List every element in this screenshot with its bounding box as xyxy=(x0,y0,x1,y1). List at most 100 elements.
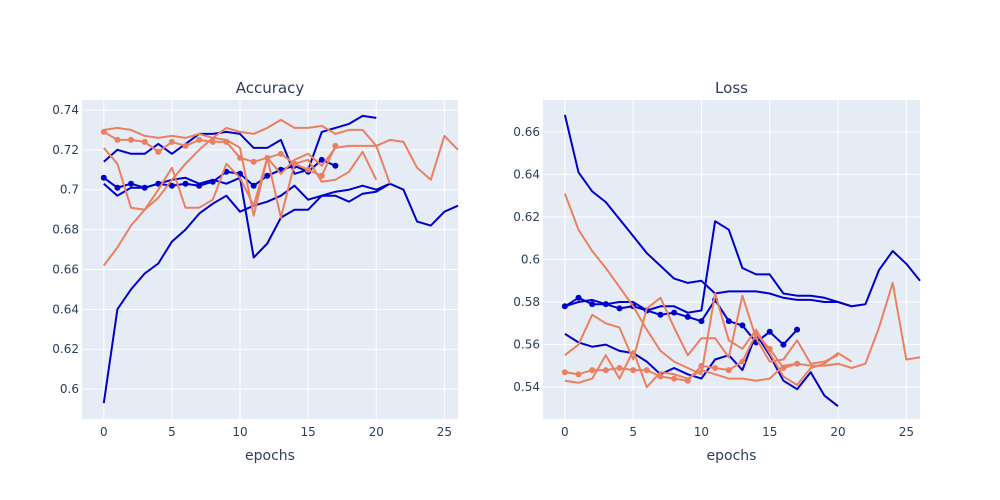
accuracy-data-point xyxy=(318,156,325,163)
accuracy-data-point xyxy=(196,182,203,189)
accuracy-data-point xyxy=(196,136,203,143)
accuracy-data-point xyxy=(168,182,175,189)
loss-data-point xyxy=(657,373,664,380)
loss-data-point xyxy=(780,341,787,348)
loss-x-tick-label: 5 xyxy=(629,425,637,439)
accuracy-series-line-2 xyxy=(102,182,459,404)
accuracy-y-tick-label: 0.68 xyxy=(52,223,79,237)
accuracy-data-point xyxy=(100,174,107,181)
loss-data-point xyxy=(739,358,746,365)
accuracy-title: Accuracy xyxy=(236,79,305,97)
loss-y-tick-label: 0.56 xyxy=(513,338,540,352)
accuracy-series-line-5 xyxy=(103,118,459,181)
accuracy-x-tick-label: 20 xyxy=(369,425,384,439)
accuracy-data-point xyxy=(250,158,257,165)
loss-title: Loss xyxy=(715,79,748,97)
loss-y-tick-label: 0.6 xyxy=(521,253,540,267)
accuracy-data-point xyxy=(277,150,284,157)
loss-data-point xyxy=(753,330,760,337)
loss-series-line-7 xyxy=(564,294,839,365)
loss-data-point xyxy=(616,305,623,312)
loss-y-tick-label: 0.54 xyxy=(513,380,540,394)
loss-data-point xyxy=(684,377,691,384)
loss-y-tick-label: 0.62 xyxy=(513,210,540,224)
loss-x-axis-label: epochs xyxy=(707,448,757,464)
loss-series-line-2 xyxy=(564,220,852,314)
loss-data-point xyxy=(657,311,664,318)
accuracy-x-axis-label: epochs xyxy=(245,448,295,464)
accuracy-y-tick-label: 0.72 xyxy=(52,143,79,157)
accuracy-x-tick-label: 25 xyxy=(437,425,452,439)
loss-data-point xyxy=(602,367,609,374)
accuracy-data-point xyxy=(318,172,325,179)
accuracy-data-point xyxy=(332,142,339,149)
loss-x-tick-label: 0 xyxy=(561,425,569,439)
accuracy-data-point xyxy=(264,172,271,179)
accuracy-series-line-6 xyxy=(103,136,391,267)
loss-series-line-1 xyxy=(563,114,921,308)
accuracy-data-point xyxy=(182,142,189,149)
loss-x-tick-label: 10 xyxy=(694,425,709,439)
loss-data-point xyxy=(739,322,746,329)
accuracy-x-tick-label: 0 xyxy=(100,425,108,439)
loss-y-tick-label: 0.64 xyxy=(513,167,540,181)
loss-data-point xyxy=(794,326,801,333)
accuracy-x-tick-label: 10 xyxy=(232,425,247,439)
accuracy-data-point xyxy=(155,148,162,155)
loss-data-point xyxy=(794,360,801,367)
loss-data-point xyxy=(575,294,582,301)
loss-y-axis: 0.54 0.56 0.58 0.6 0.62 0.64 0.66 xyxy=(513,125,540,394)
loss-y-tick-label: 0.58 xyxy=(513,295,540,309)
loss-data-point xyxy=(630,367,637,374)
loss-data-point xyxy=(766,328,773,335)
loss-data-point xyxy=(671,309,678,316)
loss-x-tick-label: 20 xyxy=(830,425,845,439)
accuracy-y-tick-label: 0.62 xyxy=(52,342,79,356)
accuracy-data-point xyxy=(128,136,135,143)
loss-data-point xyxy=(766,345,773,352)
accuracy-series-line-7 xyxy=(103,147,378,219)
accuracy-y-tick-label: 0.74 xyxy=(52,103,79,117)
accuracy-series-group xyxy=(100,114,459,404)
loss-data-point xyxy=(561,303,568,310)
accuracy-gridlines xyxy=(82,100,458,419)
loss-x-axis: 0 5 10 15 20 25 xyxy=(561,425,914,439)
accuracy-plot-area xyxy=(82,100,458,419)
accuracy-data-point xyxy=(155,180,162,187)
accuracy-data-point xyxy=(141,138,148,145)
loss-x-tick-label: 15 xyxy=(762,425,777,439)
loss-series-line-6 xyxy=(563,193,853,386)
accuracy-data-point xyxy=(305,166,312,173)
accuracy-data-point xyxy=(114,136,121,143)
accuracy-data-point xyxy=(209,138,216,145)
loss-series-line-3 xyxy=(564,332,839,407)
accuracy-series-line-1 xyxy=(103,114,377,175)
loss-data-point xyxy=(602,301,609,308)
loss-data-point xyxy=(780,364,787,371)
accuracy-x-tick-label: 5 xyxy=(168,425,176,439)
accuracy-data-point xyxy=(128,180,135,187)
accuracy-data-point xyxy=(237,154,244,161)
loss-data-point xyxy=(725,318,732,325)
loss-data-point xyxy=(575,371,582,378)
accuracy-x-axis: 0 5 10 15 20 25 xyxy=(100,425,452,439)
accuracy-y-tick-label: 0.6 xyxy=(60,382,79,396)
loss-chart: 0.54 0.56 0.58 0.6 0.62 0.64 0.66 0 5 10 15 20 25 L… xyxy=(513,79,921,464)
loss-x-tick-label: 25 xyxy=(899,425,914,439)
loss-data-point xyxy=(561,369,568,376)
loss-data-point xyxy=(671,375,678,382)
loss-data-point xyxy=(589,367,596,374)
accuracy-data-point xyxy=(182,180,189,187)
loss-data-point xyxy=(712,364,719,371)
accuracy-y-tick-label: 0.7 xyxy=(60,183,79,197)
accuracy-data-point xyxy=(141,184,148,191)
loss-data-point xyxy=(643,367,650,374)
loss-data-point xyxy=(698,362,705,369)
loss-data-point xyxy=(589,301,596,308)
loss-data-point xyxy=(725,367,732,374)
accuracy-chart: 0.6 0.62 0.64 0.66 0.68 0.7 0.72 0.74 0 5 10 15 20 2… xyxy=(52,79,459,464)
accuracy-data-point xyxy=(209,178,216,185)
accuracy-data-point xyxy=(332,162,339,169)
accuracy-data-point xyxy=(100,128,107,135)
accuracy-data-point xyxy=(223,138,230,145)
